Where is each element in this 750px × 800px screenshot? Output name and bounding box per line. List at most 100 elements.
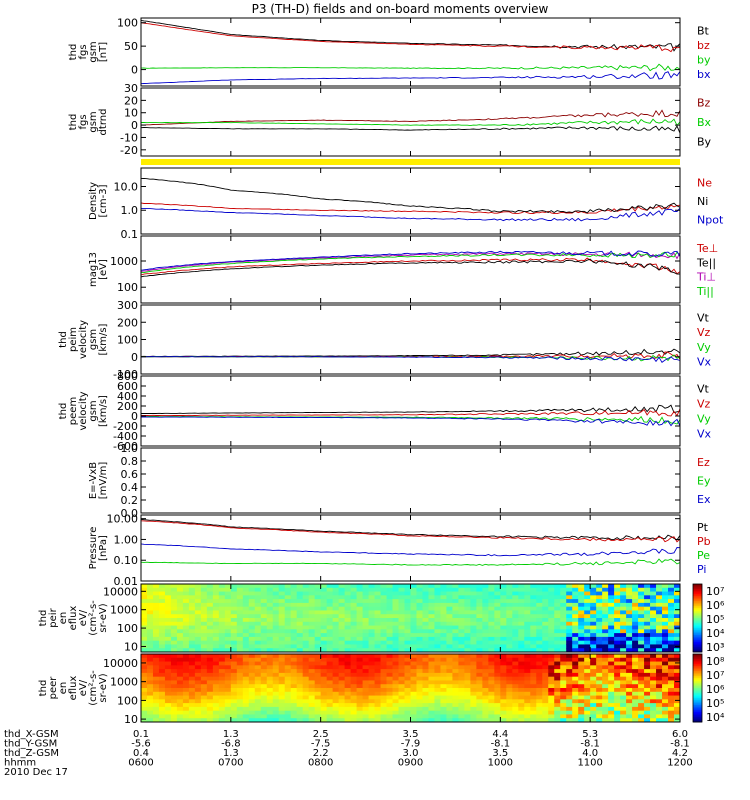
ephemeris-value: 1200 [667, 758, 692, 769]
y-axis-label: sr-eV) [98, 673, 109, 702]
legend-entry: Vx [697, 428, 712, 441]
y-tick-label: 20 [124, 94, 138, 107]
series-line [141, 207, 681, 222]
y-tick-label: 50 [124, 40, 138, 53]
ephemeris-label: thd_Y-GSM [4, 739, 57, 750]
y-tick-label: -10 [120, 131, 138, 144]
y-tick-label: -200 [113, 420, 138, 433]
y-tick-label: 100 [117, 334, 138, 347]
series-line [140, 257, 681, 276]
y-axis-label: thd [58, 403, 69, 420]
series-line [140, 177, 681, 214]
y-tick-label: 0.8 [121, 455, 139, 468]
series-line [140, 416, 681, 427]
series-line [140, 518, 681, 541]
y-axis-label: peir [48, 607, 59, 627]
y-tick-label: 10.00 [107, 513, 139, 526]
panel-frame [140, 167, 681, 235]
peem_velocity-series [140, 404, 681, 427]
ephemeris-value: -7.9 [401, 739, 421, 750]
ephemeris-value: 0600 [128, 758, 153, 769]
y-tick-label: 1.0 [121, 204, 139, 217]
y-axis-label: [km/s] [98, 395, 109, 427]
fgs_detrend-series [140, 109, 681, 134]
y-tick-label: 1000 [110, 604, 138, 617]
y-axis-label: gsm [88, 329, 99, 350]
legend-entry: Ex [697, 493, 711, 506]
series-line [140, 348, 681, 357]
y-tick-label: 1000 [110, 676, 138, 689]
ephemeris-value: 0.1 [133, 729, 149, 740]
y-axis-label: thd [68, 114, 79, 131]
ephemeris-value: 4.4 [492, 729, 508, 740]
y-tick-label: 100 [117, 694, 138, 707]
y-axis-label: fgs [78, 114, 89, 129]
y-tick-label: 600 [117, 380, 138, 393]
ephemeris-value: -5.6 [131, 739, 151, 750]
legend-entry: Bx [697, 116, 712, 129]
series-line [141, 118, 681, 127]
temperature-series [140, 250, 681, 278]
y-tick-label: 100 [117, 622, 138, 635]
legend-entry: Ti⊥ [696, 271, 716, 284]
legend-entry: Vz [697, 398, 711, 411]
y-tick-label: 1000 [110, 255, 138, 268]
series-line [140, 19, 681, 52]
y-tick-label: 10 [124, 640, 138, 653]
legend-entry: Npot [697, 214, 724, 227]
series-line [140, 408, 681, 417]
y-axis-label: eV/ [78, 679, 89, 696]
y-tick-label: 0 [131, 64, 138, 77]
ephemeris-value: -8.1 [670, 739, 690, 750]
legend-entry: Vt [697, 311, 710, 324]
quality-flag-bar [141, 159, 680, 165]
y-tick-label: 10 [124, 713, 138, 726]
y-axis-label: peem [68, 397, 79, 425]
y-tick-label: 0 [131, 410, 138, 423]
y-tick-label: 0.01 [114, 575, 139, 588]
colorbar-tick: 10⁶ [706, 683, 725, 696]
ephemeris-value: 4.2 [672, 748, 688, 759]
y-axis-label: eV/ [78, 609, 89, 626]
y-axis-label: thd [38, 680, 49, 697]
y-axis-label: [nPa] [98, 535, 109, 561]
colorbar-tick: 10⁷ [706, 669, 724, 682]
legend-entry: Pe [697, 549, 710, 562]
ephemeris-value: 4.0 [582, 748, 598, 759]
y-axis-label: gsm [88, 400, 99, 421]
y-axis-label: [km/s] [98, 323, 109, 355]
y-tick-label: 0.10 [114, 554, 139, 567]
y-axis-label: thd [58, 331, 69, 348]
colorbar-tick: 10⁵ [706, 613, 724, 626]
ephemeris-value: 2.5 [313, 729, 329, 740]
peim_velocity-series [140, 348, 681, 363]
y-tick-label: 400 [117, 390, 138, 403]
y-tick-label: -20 [120, 144, 138, 157]
y-axis-label: fgs [78, 44, 89, 59]
y-tick-label: 0.6 [121, 468, 139, 481]
legend-entry: Ez [697, 456, 710, 469]
panel-frame [140, 447, 681, 514]
series-line [140, 22, 681, 53]
y-tick-label: 800 [117, 370, 138, 383]
y-tick-label: 1.0 [121, 442, 139, 455]
ephemeris-value: 3.5 [492, 748, 508, 759]
y-axis-label: sr-eV) [98, 603, 109, 632]
series-line [140, 124, 681, 134]
fgs_gsm-series [140, 19, 681, 85]
ephemeris-value: 1.3 [223, 748, 239, 759]
y-axis-label: Density [88, 182, 99, 220]
series-line [140, 356, 681, 363]
legend-entry: Vx [697, 356, 712, 369]
y-tick-label: 0 [131, 119, 138, 132]
series-line [140, 202, 681, 215]
legend-entry: Vy [697, 413, 711, 426]
y-tick-label: 10000 [103, 585, 138, 598]
y-tick-label: 100 [117, 17, 138, 30]
legend-entry: Pt [697, 521, 709, 534]
y-tick-label: 0.2 [121, 494, 139, 507]
